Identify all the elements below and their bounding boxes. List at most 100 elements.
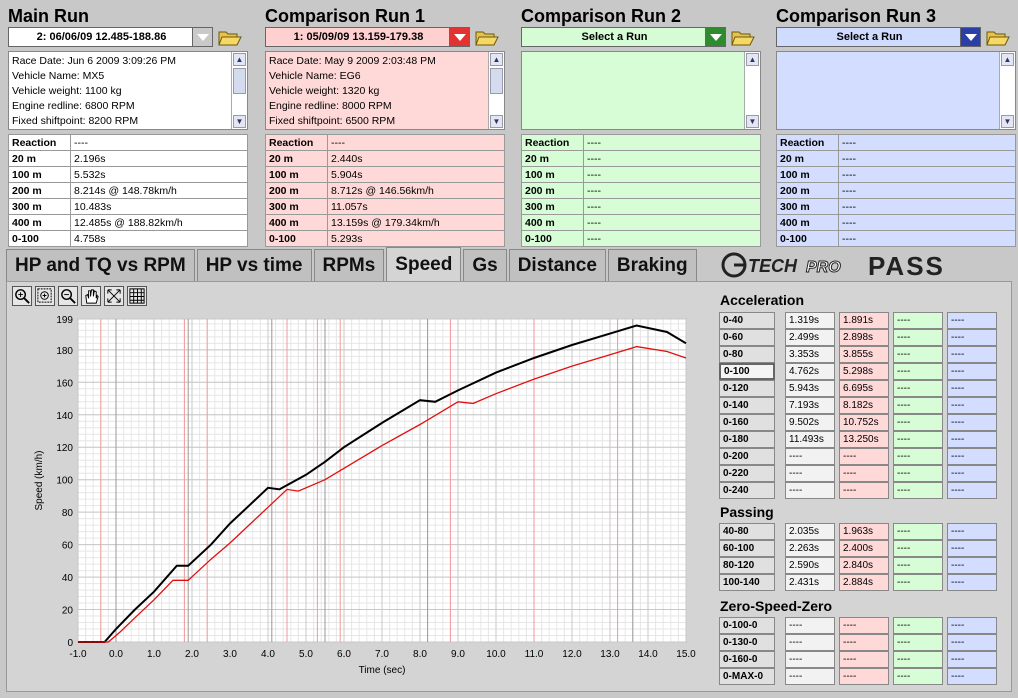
result-value: 2.499s xyxy=(785,329,835,346)
stat-row: 20 m 2.440s xyxy=(265,150,505,167)
stat-value: 5.532s xyxy=(70,166,248,183)
run-selector[interactable]: 1: 05/09/09 13.159-179.38 xyxy=(265,27,470,47)
y-tick-label: 160 xyxy=(56,378,73,389)
zoom-out-icon[interactable] xyxy=(58,286,78,306)
run-selector[interactable]: 2: 06/06/09 12.485-188.86 xyxy=(8,27,213,47)
zoom-fit-icon[interactable] xyxy=(104,286,124,306)
result-value: ---- xyxy=(785,482,835,499)
result-value: ---- xyxy=(839,448,889,465)
stat-label: 400 m xyxy=(8,214,71,231)
scroll-down-icon[interactable]: ▼ xyxy=(746,115,759,128)
stat-label: 0-100 xyxy=(776,230,839,247)
result-value: ---- xyxy=(893,448,943,465)
chevron-down-icon[interactable] xyxy=(192,28,212,46)
result-label: 0-60 xyxy=(719,329,775,346)
result-value: ---- xyxy=(839,668,889,685)
scroll-thumb[interactable] xyxy=(233,68,246,94)
stat-label: 300 m xyxy=(265,198,328,215)
grid-icon[interactable] xyxy=(127,286,147,306)
scroll-up-icon[interactable]: ▲ xyxy=(490,53,503,66)
stat-row: Reaction ---- xyxy=(265,134,505,151)
stat-label: 300 m xyxy=(776,198,839,215)
y-tick-label: 0 xyxy=(67,638,73,649)
result-value: ---- xyxy=(893,414,943,431)
result-value: ---- xyxy=(893,380,943,397)
scroll-up-icon[interactable]: ▲ xyxy=(233,53,246,66)
result-value: 2.400s xyxy=(839,540,889,557)
x-tick-label: 11.0 xyxy=(525,649,544,660)
scroll-up-icon[interactable]: ▲ xyxy=(746,53,759,66)
tab-speed[interactable]: Speed xyxy=(386,247,462,282)
run-info-box[interactable]: ▲ ▼ xyxy=(776,51,1016,130)
result-row: 0-160-0 ---- ---- ---- ---- xyxy=(719,651,997,668)
run-info-box[interactable]: Race Date: Jun 6 2009 3:09:26 PM Vehicle … xyxy=(8,51,248,130)
result-value: ---- xyxy=(947,574,997,591)
scroll-down-icon[interactable]: ▼ xyxy=(1001,115,1014,128)
scroll-down-icon[interactable]: ▼ xyxy=(233,115,246,128)
tab-gs[interactable]: Gs xyxy=(463,249,507,282)
stat-label: 400 m xyxy=(776,214,839,231)
stat-row: 0-100 5.293s xyxy=(265,230,505,247)
scroll-down-icon[interactable]: ▼ xyxy=(490,115,503,128)
stat-label: 200 m xyxy=(776,182,839,199)
stat-label: Reaction xyxy=(265,134,328,151)
stat-label: 300 m xyxy=(521,198,584,215)
x-tick-label: 0.0 xyxy=(109,649,123,660)
x-tick-label: 13.0 xyxy=(600,649,620,660)
result-value: ---- xyxy=(947,651,997,668)
gtech-pass-logo: TECH PRO PASS xyxy=(720,250,1010,281)
stat-label: Reaction xyxy=(8,134,71,151)
run-selector[interactable]: Select a Run xyxy=(776,27,981,47)
result-value: ---- xyxy=(893,651,943,668)
chevron-down-icon[interactable] xyxy=(449,28,469,46)
scroll-up-icon[interactable]: ▲ xyxy=(1001,53,1014,66)
run-info-box[interactable]: ▲ ▼ xyxy=(521,51,761,130)
result-value: 2.884s xyxy=(839,574,889,591)
pan-hand-icon[interactable] xyxy=(81,286,101,306)
run-info-box[interactable]: Race Date: May 9 2009 2:03:48 PM Vehicle … xyxy=(265,51,505,130)
scrollbar[interactable]: ▲ ▼ xyxy=(488,52,504,129)
zoom-box-icon[interactable] xyxy=(35,286,55,306)
result-label: 0-140 xyxy=(719,397,775,414)
scrollbar[interactable]: ▲ ▼ xyxy=(999,52,1015,129)
result-value: ---- xyxy=(893,523,943,540)
stat-label: 300 m xyxy=(8,198,71,215)
folder-open-icon[interactable] xyxy=(986,28,1010,47)
result-row: 0-40 1.319s 1.891s ---- ---- xyxy=(719,312,997,329)
scrollbar[interactable]: ▲ ▼ xyxy=(744,52,760,129)
tab-hp-vs-time[interactable]: HP vs time xyxy=(196,249,312,282)
tab-distance[interactable]: Distance xyxy=(508,249,606,282)
result-row: 60-100 2.263s 2.400s ---- ---- xyxy=(719,540,997,557)
stat-label: 20 m xyxy=(776,150,839,167)
tab-hp-and-tq-vs-rpm[interactable]: HP and TQ vs RPM xyxy=(6,249,195,282)
folder-open-icon[interactable] xyxy=(475,28,499,47)
stat-value: ---- xyxy=(70,134,248,151)
stat-row: Reaction ---- xyxy=(776,134,1016,151)
tab-braking[interactable]: Braking xyxy=(607,249,697,282)
scroll-thumb[interactable] xyxy=(490,68,503,94)
stat-row: 400 m 13.159s @ 179.34km/h xyxy=(265,214,505,231)
folder-open-icon[interactable] xyxy=(218,28,242,47)
speed-chart[interactable]: -1.0 0.0 1.0 2.0 3.0 4.0 5.0 6.0 7.0 8.0 9.0 10.0 11… xyxy=(10,309,700,687)
scrollbar[interactable]: ▲ ▼ xyxy=(231,52,247,129)
chevron-down-icon[interactable] xyxy=(705,28,725,46)
y-tick-label: 120 xyxy=(56,443,73,454)
chevron-down-icon[interactable] xyxy=(960,28,980,46)
folder-open-icon[interactable] xyxy=(731,28,755,47)
stat-value: 10.483s xyxy=(70,198,248,215)
result-value: 2.898s xyxy=(839,329,889,346)
chart-toolbar xyxy=(12,286,150,306)
stat-row: 100 m ---- xyxy=(776,166,1016,183)
result-label: 40-80 xyxy=(719,523,775,540)
stat-label: 0-100 xyxy=(521,230,584,247)
stat-row: 400 m ---- xyxy=(521,214,761,231)
stat-label: 20 m xyxy=(8,150,71,167)
zero-speed-zero-table: 0-100-0 ---- ---- ---- ---- 0-130-0 ---- ---- --… xyxy=(719,617,997,685)
stat-value: ---- xyxy=(583,150,761,167)
run-selector[interactable]: Select a Run xyxy=(521,27,726,47)
result-value: ---- xyxy=(947,448,997,465)
tab-rpms[interactable]: RPMs xyxy=(313,249,385,282)
zoom-in-icon[interactable] xyxy=(12,286,32,306)
result-value: 9.502s xyxy=(785,414,835,431)
run-selector-value: 1: 05/09/09 13.159-179.38 xyxy=(293,31,424,43)
